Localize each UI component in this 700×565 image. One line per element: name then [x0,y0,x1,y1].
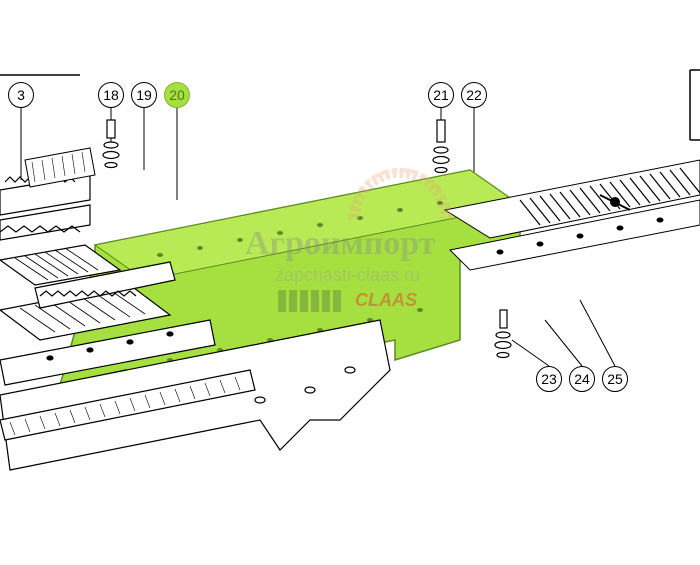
claas-logo-text: CLAAS [355,290,417,311]
callout-25: 25 [602,366,628,392]
callout-3: 3 [8,82,34,108]
sieve-assembly [445,160,700,270]
callout-21: 21 [428,82,454,108]
fastener-18-19 [103,120,119,168]
callout-label: 24 [574,371,590,387]
callout-23: 23 [536,366,562,392]
callout-label: 23 [541,371,557,387]
callout-18: 18 [98,82,124,108]
callout-19: 19 [131,82,157,108]
claas-bars-icon [278,290,341,312]
fastener-21 [433,120,449,173]
fastener-23-24 [495,310,511,358]
callout-label: 21 [433,87,449,103]
callout-20-highlighted: 20 [164,82,190,108]
callout-24: 24 [569,366,595,392]
callout-label: 25 [607,371,623,387]
callout-22: 22 [461,82,487,108]
callout-label: 20 [169,87,185,103]
callout-label: 3 [17,87,25,103]
callout-label: 19 [136,87,152,103]
callout-label: 18 [103,87,119,103]
technical-diagram: 3 18 19 20 21 22 23 24 25 Агроимпорт zap… [0,0,700,560]
callout-label: 22 [466,87,482,103]
